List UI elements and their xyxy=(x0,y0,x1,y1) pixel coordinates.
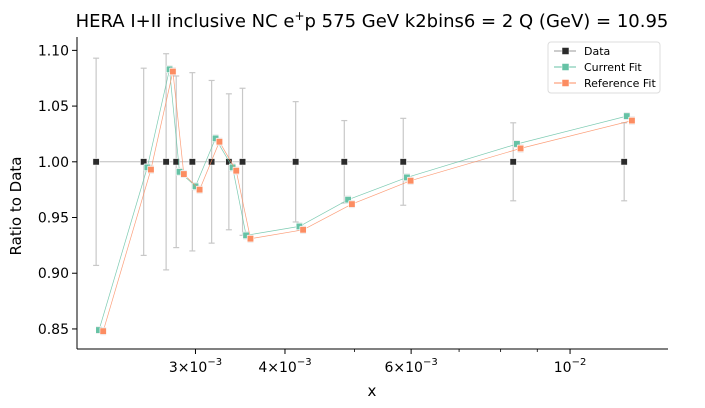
y-tick-label: 0.90 xyxy=(38,266,69,282)
series-data xyxy=(92,53,628,271)
x-tick-label-base: 6×10 xyxy=(385,360,423,376)
x-axis-label: x xyxy=(368,382,377,400)
x-tick-label-exponent: −3 xyxy=(297,357,312,368)
plot-area xyxy=(92,53,636,336)
data-point xyxy=(509,158,517,166)
data-point xyxy=(292,158,300,166)
legend-marker xyxy=(561,47,570,55)
x-tick-label-base: 3×10 xyxy=(169,360,207,376)
legend-marker xyxy=(561,79,570,87)
y-tick-label: 0.85 xyxy=(38,322,69,338)
data-point xyxy=(513,140,521,148)
data-point xyxy=(172,158,180,166)
legend: Data Current Fit Reference Fit xyxy=(547,41,661,94)
legend-box xyxy=(547,41,661,94)
y-tick-label: 0.95 xyxy=(38,211,69,227)
data-point xyxy=(92,158,100,166)
data-point xyxy=(140,158,148,166)
data-point xyxy=(620,158,628,166)
x-tick-label: 10−2 xyxy=(554,357,587,376)
legend-label: Data xyxy=(584,45,610,58)
data-point xyxy=(299,226,307,234)
legend-item: Data xyxy=(554,45,610,58)
x-tick-label-base: 10 xyxy=(554,360,572,376)
x-tick-label-exponent: −3 xyxy=(207,357,222,368)
chart-title-main: HERA I+II inclusive NC e xyxy=(76,11,295,32)
data-point xyxy=(215,138,223,146)
chart-title-sup: + xyxy=(294,9,304,23)
y-tick-label: 1.00 xyxy=(38,155,69,171)
data-point xyxy=(196,186,204,194)
data-point xyxy=(232,167,240,175)
x-tick-label: 3×10−3 xyxy=(169,357,222,376)
data-point xyxy=(628,117,636,125)
legend-marker xyxy=(561,63,570,71)
y-tick-label: 1.10 xyxy=(38,43,69,59)
data-point xyxy=(208,158,216,166)
axes: 0.850.900.951.001.051.103×10−3 4×10−3 6×10… xyxy=(38,37,668,376)
data-point xyxy=(246,235,255,243)
legend-item: Reference Fit xyxy=(554,77,656,90)
x-tick-label-exponent: −2 xyxy=(572,357,587,368)
data-point xyxy=(623,112,631,120)
x-tick-label: 6×10−3 xyxy=(385,357,438,376)
series-reference-fit xyxy=(99,67,636,336)
x-tick-label-exponent: −3 xyxy=(423,357,438,368)
data-point xyxy=(344,196,352,204)
y-tick-label: 1.05 xyxy=(38,99,69,115)
data-point xyxy=(238,158,247,166)
x-tick-label-base: 4×10 xyxy=(258,360,296,376)
data-point xyxy=(348,200,356,208)
data-point xyxy=(180,170,188,178)
data-point xyxy=(99,327,107,335)
x-tick-label: 4×10−3 xyxy=(258,357,311,376)
legend-label: Reference Fit xyxy=(584,77,656,90)
legend-label: Current Fit xyxy=(584,61,642,74)
data-point xyxy=(340,158,348,166)
data-point xyxy=(407,177,415,185)
data-point xyxy=(399,158,407,166)
data-point xyxy=(517,144,525,152)
data-point xyxy=(169,67,177,76)
legend-item: Current Fit xyxy=(554,61,642,74)
series-line xyxy=(102,71,632,332)
data-point xyxy=(162,158,170,166)
data-point xyxy=(147,166,155,174)
chart-title: HERA I+II inclusive NC e+p 575 GeV k2bin… xyxy=(76,9,669,32)
chart-title-rest: p 575 GeV k2bins6 = 2 Q (GeV) = 10.95 xyxy=(305,11,669,32)
data-point xyxy=(188,158,196,166)
y-axis-label: Ratio to Data xyxy=(7,157,25,256)
